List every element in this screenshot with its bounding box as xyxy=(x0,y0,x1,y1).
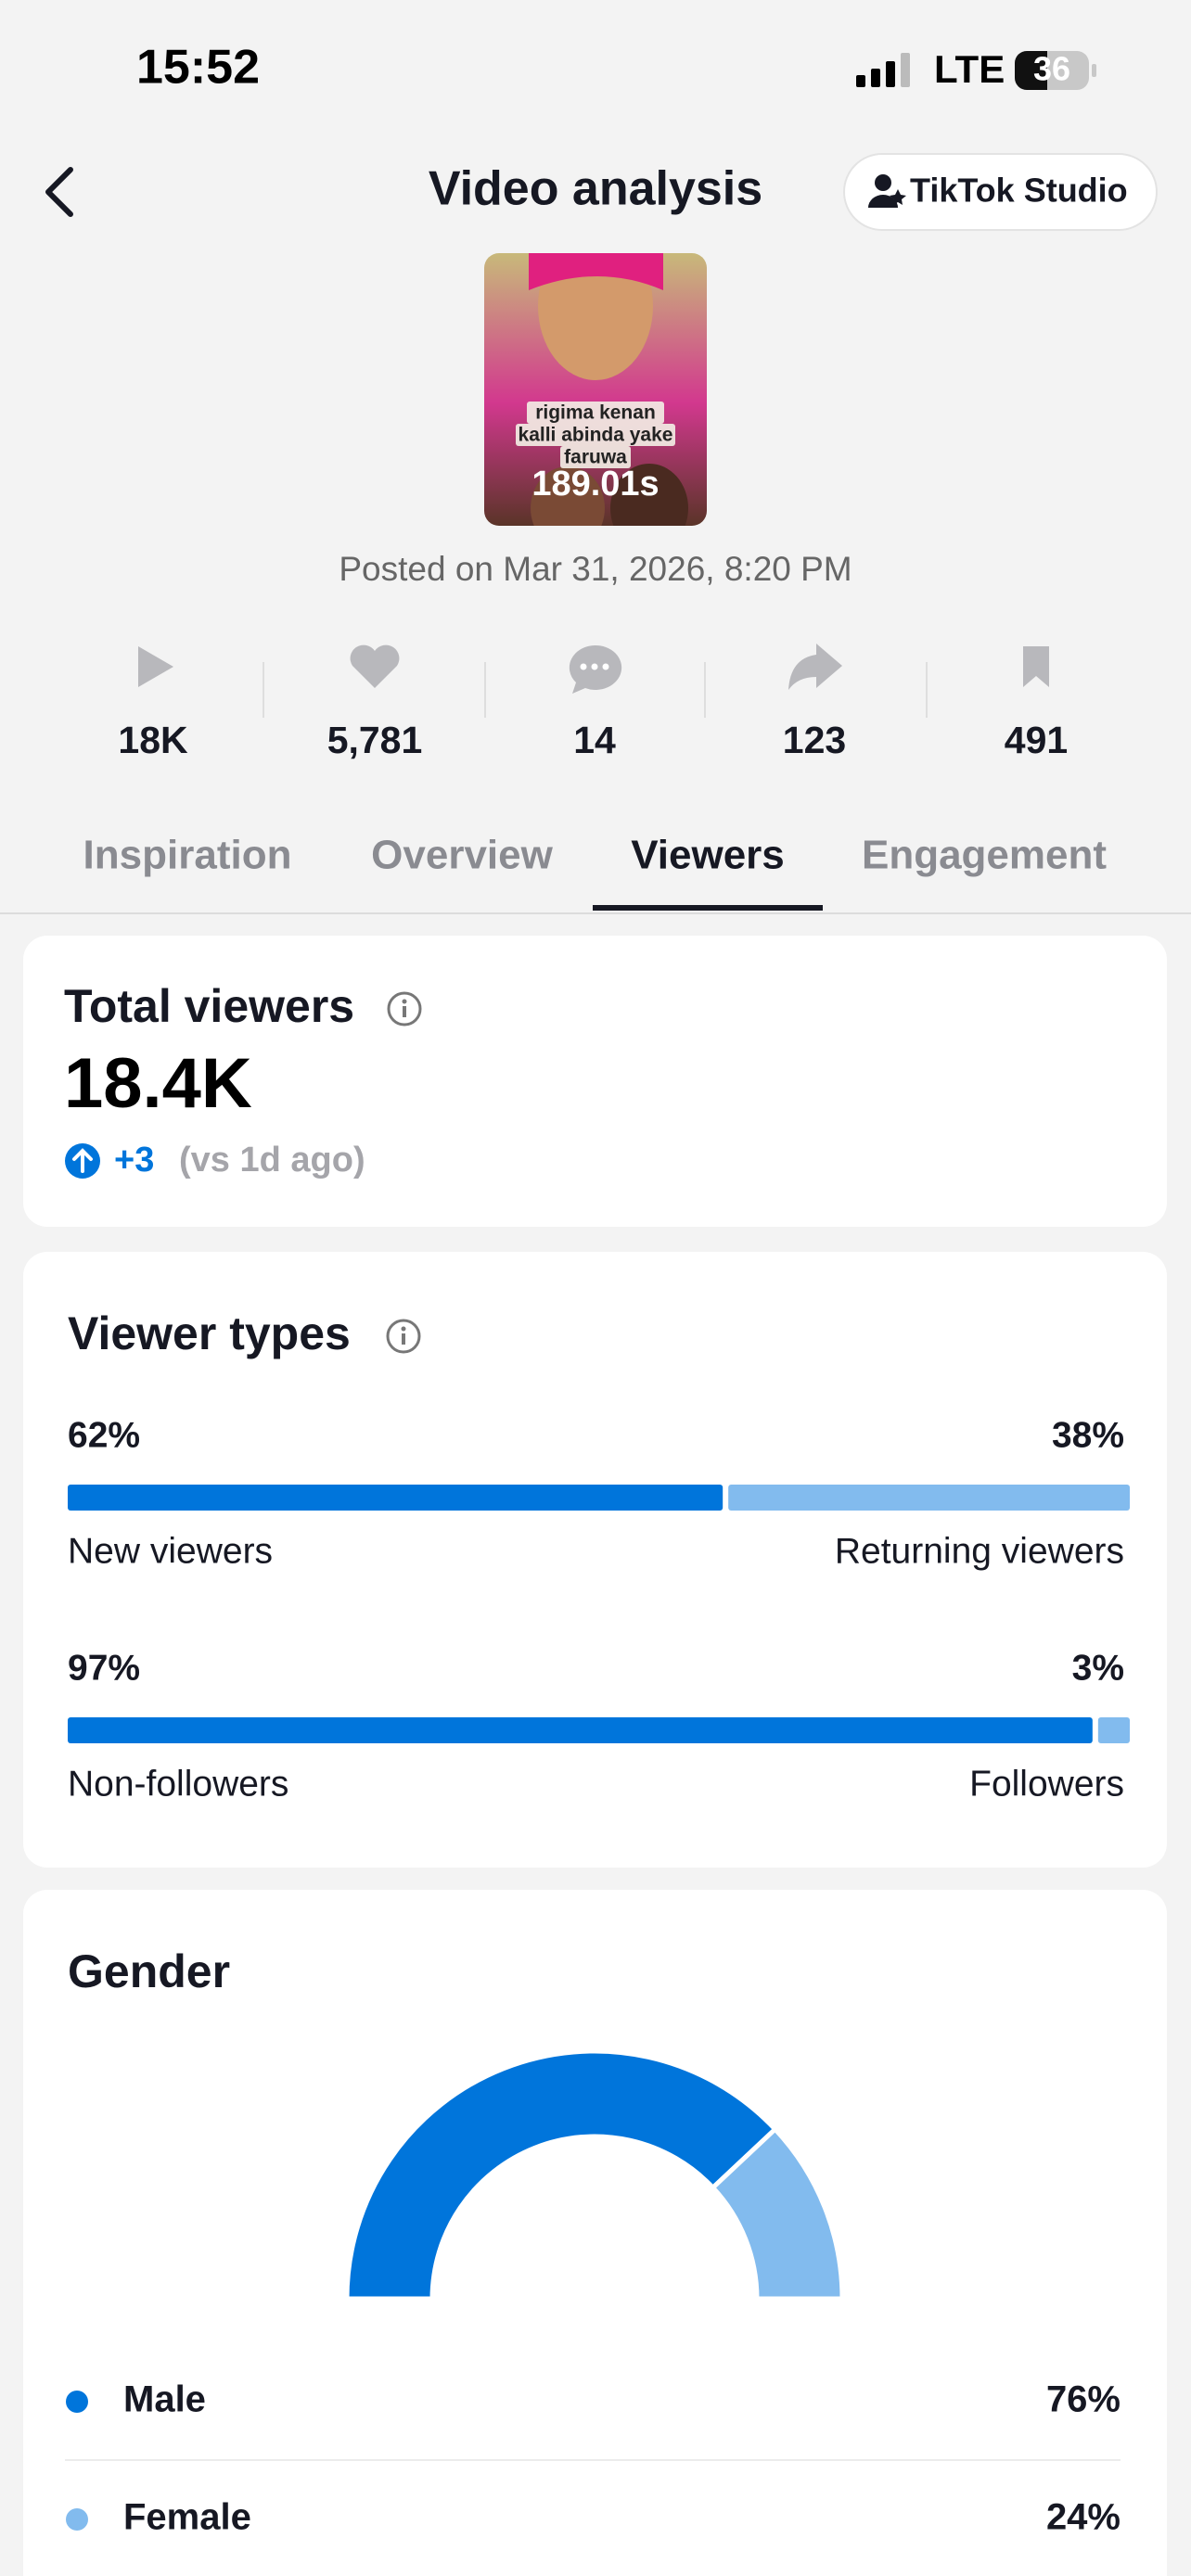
bar-segment xyxy=(68,1717,1093,1743)
stat-dividers xyxy=(263,662,928,718)
stat-value: 14 xyxy=(573,719,616,761)
signal-icon xyxy=(856,53,910,87)
studio-button-label[interactable]: TikTok Studio xyxy=(910,172,1128,210)
bar-percent: 97% xyxy=(68,1648,140,1688)
bar-percent: 62% xyxy=(68,1415,140,1455)
comment-dots xyxy=(580,663,609,670)
card-title: Total viewers xyxy=(64,980,354,1032)
total-viewers-value: 18.4K xyxy=(64,1044,252,1123)
studio-button[interactable] xyxy=(843,153,1158,231)
tab[interactable]: Inspiration xyxy=(83,833,292,878)
battery-icon xyxy=(1015,51,1096,90)
stat-value: 5,781 xyxy=(327,719,423,761)
caption-bg xyxy=(516,424,675,446)
donut-segment xyxy=(344,2048,779,2302)
stat-value: 123 xyxy=(783,719,846,761)
play-icon xyxy=(138,646,173,687)
bar-label: Non-followers xyxy=(68,1764,288,1804)
share-icon xyxy=(788,644,842,690)
bar-percent: 3% xyxy=(1072,1648,1124,1688)
bar-segment xyxy=(728,1485,1130,1511)
like-icon xyxy=(350,644,400,688)
caption-bg xyxy=(560,446,631,468)
status-battery: 36 xyxy=(1033,50,1070,88)
bar-label: New viewers xyxy=(68,1531,273,1571)
change-comparison: (vs 1d ago) xyxy=(179,1141,365,1180)
viewer-types-card xyxy=(23,1252,1167,1868)
bar-label: Followers xyxy=(969,1764,1124,1804)
caption-bg xyxy=(527,402,664,424)
back-button[interactable] xyxy=(45,167,73,217)
video-thumbnail[interactable] xyxy=(484,232,707,553)
total-viewers-card xyxy=(23,936,1167,1227)
bar-segment xyxy=(68,1485,724,1511)
status-time: 15:52 xyxy=(136,41,260,95)
tab-indicator xyxy=(593,905,823,911)
stat-value: 18K xyxy=(118,719,188,761)
card-title: Viewer types xyxy=(68,1307,351,1359)
info-icon[interactable] xyxy=(386,1319,421,1354)
bar-percent: 38% xyxy=(1052,1415,1124,1455)
legend-name: Male xyxy=(123,2379,206,2420)
save-icon xyxy=(1023,646,1049,687)
change-icon xyxy=(65,1143,100,1179)
gender-card xyxy=(23,1890,1167,2576)
stat-value: 491 xyxy=(1005,719,1068,761)
tab[interactable]: Viewers xyxy=(631,833,785,878)
tab[interactable]: Overview xyxy=(371,833,553,878)
studio-icon xyxy=(868,174,906,208)
info-icon[interactable] xyxy=(387,991,422,1027)
video-caption: rigima kenan xyxy=(535,402,656,424)
legend-percent: 76% xyxy=(1046,2379,1121,2420)
legend-dot xyxy=(66,2391,88,2413)
legend-name: Female xyxy=(123,2497,251,2538)
stat-icons xyxy=(138,644,1049,694)
donut-segment xyxy=(710,2125,845,2302)
video-caption: faruwa xyxy=(564,447,627,468)
video-duration: 189.01s xyxy=(531,465,659,504)
legend-dot xyxy=(66,2508,88,2531)
tab[interactable]: Engagement xyxy=(862,833,1107,878)
change-value: +3 xyxy=(114,1141,154,1180)
bar-label: Returning viewers xyxy=(835,1531,1124,1571)
posted-date: Posted on Mar 31, 2026, 8:20 PM xyxy=(339,550,852,588)
legend-percent: 24% xyxy=(1046,2497,1121,2538)
video-caption: kalli abinda yake xyxy=(519,425,673,446)
bar-segment xyxy=(1097,1717,1130,1743)
page-title: Video analysis xyxy=(429,162,762,216)
status-network: LTE xyxy=(934,47,1005,91)
card-title: Gender xyxy=(68,1945,230,1997)
